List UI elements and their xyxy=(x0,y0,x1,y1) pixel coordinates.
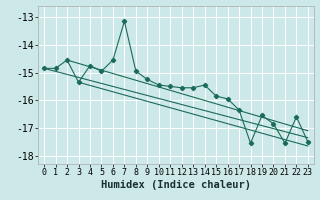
X-axis label: Humidex (Indice chaleur): Humidex (Indice chaleur) xyxy=(101,180,251,190)
